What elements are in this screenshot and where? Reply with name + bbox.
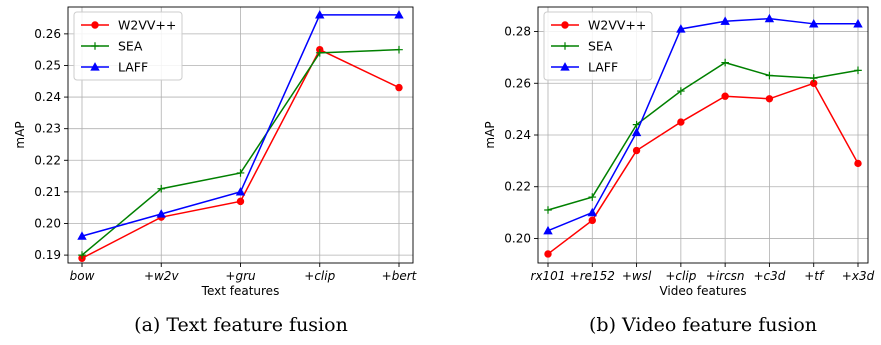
data-point-w2vvplus-plus-plus-re152	[588, 216, 596, 225]
data-point-laff-plus-ircsn	[720, 16, 730, 25]
data-point-sea-plus-x3d	[854, 66, 862, 75]
x-axis-label: Text features	[201, 284, 280, 298]
y-tick-label: 0.20	[34, 216, 61, 230]
x-tick-label-plus-gru: +gru	[225, 269, 256, 283]
x-axis-label: Video features	[659, 284, 746, 298]
legend-label-sea: SEA	[588, 39, 613, 54]
x-tick-label-plus-w2v: +w2v	[144, 269, 180, 283]
data-point-sea-plus-clip	[315, 49, 324, 57]
series-w2vvplus-plus	[544, 79, 862, 258]
data-point-w2vvplus-plus-plus-bert	[395, 83, 403, 92]
data-point-w2vvplus-plus-rx101	[544, 250, 552, 258]
x-tick-label-plus-c3d: +c3d	[753, 269, 785, 283]
data-point-sea-plus-ircsn	[721, 58, 729, 67]
data-point-w2vvplus-plus-plus-x3d	[854, 159, 862, 168]
y-axis-label: mAP	[13, 121, 27, 148]
series-laff	[543, 13, 863, 235]
legend-marker-sea	[561, 42, 569, 50]
data-point-w2vvplus-plus-plus-clip	[677, 118, 685, 126]
legend-marker-laff	[560, 62, 570, 71]
y-tick-label: 0.24	[34, 90, 61, 104]
x-tick-label-plus-ircsn: +ircsn	[706, 269, 745, 283]
series-sea	[544, 58, 862, 214]
chart-video-feature-fusion: 0.20 0.22 0.24 0.26 0.28 rx101 +re152 +wsl +clip…	[483, 6, 875, 336]
legend-label-w2vvplus-plus: W2VV++	[588, 18, 646, 33]
y-tick-label: 0.22	[504, 180, 531, 194]
data-point-sea-plus-clip	[677, 87, 685, 95]
data-point-laff-plus-bert	[394, 10, 404, 19]
series-line-w2vvplus-plus	[547, 82, 859, 255]
data-point-w2vvplus-plus-plus-ircsn	[721, 92, 729, 100]
y-tick-label: 0.26	[504, 76, 531, 90]
y-tick-label: 0.24	[504, 128, 531, 142]
legend-label-sea: SEA	[118, 39, 143, 54]
chart-text-feature-fusion: 0.19 0.20 0.21 0.22 0.23 0.24 0.25 0.26 bow +w2v +…	[13, 6, 418, 336]
series-laff	[77, 10, 404, 240]
data-point-laff-plus-x3d	[853, 18, 863, 28]
x-tick-label-plus-clip: +clip	[665, 269, 696, 283]
data-point-laff-plus-w2v	[156, 209, 166, 218]
series-sea	[78, 45, 403, 259]
data-point-laff-plus-tf	[809, 18, 819, 28]
y-tick-label: 0.22	[34, 153, 61, 167]
data-point-sea-plus-c3d	[765, 71, 774, 80]
legend: W2VV++ SEA LAFF	[73, 11, 183, 81]
data-point-laff-plus-gru	[235, 187, 246, 196]
y-tick-label: 0.19	[34, 248, 61, 262]
legend-marker-w2vvplus-plus	[91, 21, 99, 29]
y-tick-label: 0.21	[34, 185, 61, 199]
legend-box	[543, 11, 653, 81]
y-tick-label: 0.26	[34, 27, 61, 41]
data-point-laff-plus-wsl	[631, 127, 642, 137]
legend-box	[73, 11, 183, 81]
x-tick-label-bow: bow	[70, 269, 95, 283]
data-point-laff-plus-clip	[315, 10, 325, 19]
data-point-sea-rx101	[544, 206, 552, 214]
x-tick-label-plus-bert: +bert	[382, 269, 418, 283]
data-point-laff-plus-c3d	[764, 13, 775, 23]
y-axis-label: mAP	[483, 121, 497, 148]
data-point-sea-plus-re152	[588, 193, 597, 201]
y-tick-label: 0.28	[504, 25, 531, 39]
data-point-sea-plus-gru	[236, 169, 245, 177]
x-tick-label-plus-clip: +clip	[304, 269, 335, 283]
legend-marker-sea	[91, 42, 99, 50]
legend-marker-w2vvplus-plus	[561, 21, 569, 29]
legend-label-w2vvplus-plus: W2VV++	[118, 18, 176, 33]
legend: W2VV++ SEA LAFF	[543, 11, 653, 81]
x-tick-label-plus-wsl: +wsl	[622, 269, 652, 283]
data-point-laff-plus-re152	[587, 207, 597, 217]
x-tick-label-plus-tf: +tf	[804, 269, 825, 283]
x-tick-label-plus-re152: +re152	[570, 269, 615, 283]
data-point-sea-bow	[78, 251, 86, 259]
figure-caption: (a) Text feature fusion	[134, 314, 348, 336]
data-point-w2vvplus-plus-plus-gru	[236, 197, 245, 206]
y-tick-label: 0.25	[34, 58, 61, 72]
data-point-sea-plus-tf	[809, 74, 818, 82]
series-line-laff	[547, 17, 858, 232]
figure-caption: (b) Video feature fusion	[589, 314, 817, 336]
data-point-sea-plus-w2v	[157, 184, 166, 193]
y-tick-label: 0.20	[504, 231, 531, 245]
x-tick-label-plus-x3d: +x3d	[842, 269, 875, 283]
legend-label-laff: LAFF	[588, 60, 618, 75]
series-w2vvplus-plus	[78, 45, 403, 262]
x-tick-label-rx101: rx101	[531, 269, 566, 283]
legend-marker-laff	[90, 62, 100, 71]
data-point-laff-plus-clip	[676, 24, 686, 33]
data-point-w2vvplus-plus-plus-wsl	[632, 146, 641, 155]
legend-label-laff: LAFF	[118, 60, 148, 75]
data-point-w2vvplus-plus-plus-c3d	[765, 95, 774, 103]
series-line-sea	[547, 61, 859, 211]
data-point-laff-bow	[77, 231, 87, 240]
data-point-laff-rx101	[543, 225, 553, 235]
data-point-sea-plus-bert	[395, 45, 403, 54]
y-tick-label: 0.23	[34, 122, 61, 136]
